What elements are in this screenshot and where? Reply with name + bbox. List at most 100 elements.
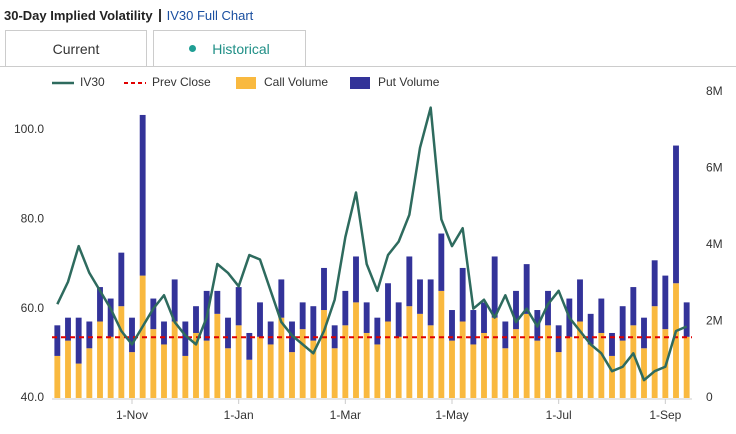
tab-active[interactable]: Historical [153, 30, 306, 66]
volume-bar [673, 283, 679, 398]
volume-bar [577, 279, 583, 322]
volume-bar [65, 317, 71, 341]
x-tick-label: 1-Jan [224, 408, 254, 422]
volume-bar [449, 310, 455, 341]
volume-bar [673, 145, 679, 284]
volume-bar [182, 355, 189, 398]
title: 30-Day Implied Volatility [4, 8, 153, 23]
volume-bar [257, 302, 263, 337]
volume-bar [683, 302, 690, 337]
volume-bar [310, 340, 317, 398]
volume-bar [203, 340, 210, 398]
volume-bar [246, 359, 253, 398]
legend-swatch [350, 77, 370, 89]
volume-bar [609, 332, 615, 356]
volume-bar [417, 313, 423, 398]
volume-bar [171, 321, 178, 398]
volume-bar [587, 344, 594, 398]
volume-bar [438, 233, 445, 291]
volume-bar [523, 313, 530, 398]
volume-bar [630, 325, 637, 398]
volume-bar [299, 302, 306, 330]
volume-bar [385, 283, 391, 322]
volume-bar [427, 279, 434, 326]
volume-bar [609, 355, 615, 398]
volume-bar [150, 298, 157, 330]
header: 30-Day Implied Volatility IV30 Full Chart [4, 8, 253, 23]
volume-bar [662, 275, 669, 330]
volume-bar [182, 321, 189, 356]
x-tick-label: 1-Nov [116, 408, 148, 422]
volume-bar [470, 344, 477, 398]
separator [158, 9, 161, 22]
volume-bar [385, 321, 391, 398]
volume-bar [246, 332, 253, 360]
volume-bar [331, 348, 338, 398]
volume-bar [118, 306, 125, 398]
volume-bar [363, 302, 370, 333]
volume-bar [129, 352, 135, 398]
volume-bar [278, 279, 285, 318]
full-chart-link[interactable]: IV30 Full Chart [166, 8, 254, 23]
volume-bar [267, 321, 274, 345]
volume-bar [534, 340, 541, 398]
volume-bar [513, 329, 519, 398]
volume-bar [97, 321, 103, 398]
volume-bar [406, 256, 413, 307]
y-tick-label: 40.0 [21, 390, 45, 404]
volume-bar [502, 348, 509, 398]
volume-bar [598, 298, 605, 333]
volume-bar [438, 290, 445, 398]
volume-bar [225, 317, 231, 349]
volume-bar [481, 332, 487, 398]
volume-bar [545, 290, 551, 326]
y-tick-label: 100.0 [14, 122, 44, 136]
volume-bar [225, 348, 231, 398]
volume-bar [86, 321, 93, 349]
volume-bar [630, 287, 637, 326]
volume-bar [257, 336, 263, 398]
legend-label: Prev Close [152, 75, 211, 89]
volume-bar [459, 267, 466, 322]
x-tick-label: 1-Mar [330, 408, 361, 422]
volume-bar [214, 313, 221, 398]
volume-bar [481, 302, 487, 333]
volume-bar [459, 321, 466, 398]
x-tick-label: 1-Sep [649, 408, 681, 422]
volume-bar [641, 348, 647, 398]
volume-bar [193, 306, 199, 333]
tab-label: Current [52, 40, 100, 57]
volume-bar [651, 260, 658, 307]
tab-rule [0, 66, 736, 67]
volume-bar [171, 279, 178, 322]
volume-bar [363, 332, 370, 398]
volume-bar [353, 302, 359, 398]
volume-bar [395, 336, 402, 398]
volume-bar [374, 344, 381, 398]
volume-bar [54, 325, 61, 356]
volume-bar [267, 344, 274, 398]
volume-bar [470, 310, 477, 345]
volume-bar [97, 287, 103, 322]
legend-swatch [236, 77, 256, 89]
volume-bar [513, 290, 519, 330]
volume-bar [651, 306, 658, 398]
volume-bar [683, 336, 690, 398]
y-tick-label: 60.0 [21, 301, 45, 315]
volume-bar [491, 317, 498, 398]
y2-tick-label: 0 [706, 390, 713, 404]
volume-bar [193, 332, 199, 398]
volume-bar [619, 306, 626, 341]
volume-bar [278, 317, 285, 398]
tab[interactable]: Current [5, 30, 147, 66]
volume-bar [129, 317, 135, 353]
volume-bar [641, 317, 647, 349]
volume-bar [65, 340, 71, 398]
legend-label: Put Volume [378, 75, 440, 89]
volume-bar [107, 336, 114, 398]
volume-bar [161, 344, 167, 398]
volume-bar [417, 279, 423, 314]
volume-bar [235, 325, 242, 398]
